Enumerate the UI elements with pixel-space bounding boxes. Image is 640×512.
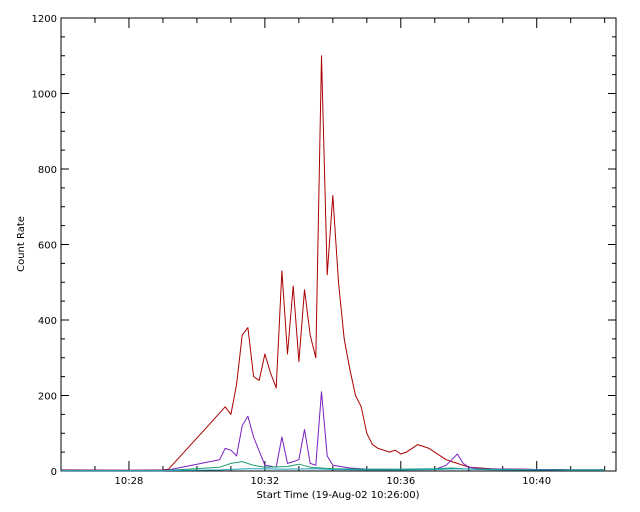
x-tick-label: 10:32 <box>250 476 279 487</box>
plot-frame <box>60 17 617 472</box>
y-tick-label: 1200 <box>32 14 57 25</box>
y-tick-label: 200 <box>38 392 57 403</box>
series-group <box>60 55 605 472</box>
series-line-2 <box>61 391 605 471</box>
x-axis-ticks: 10:28 10:32 10:36 10:40 <box>60 18 606 487</box>
series-line-4 <box>61 468 605 472</box>
y-axis-ticks: 0 200 400 600 800 1000 1200 <box>32 14 616 478</box>
y-tick-label: 1000 <box>32 90 57 101</box>
x-tick-label: 10:28 <box>115 476 144 487</box>
series-line-1 <box>60 55 605 471</box>
x-tick-label: 10:36 <box>386 476 415 487</box>
y-tick-label: 800 <box>38 165 57 176</box>
y-axis-label: Count Rate <box>16 216 27 272</box>
x-tick-label: 10:40 <box>522 476 551 487</box>
y-tick-label: 0 <box>51 467 57 478</box>
y-tick-label: 400 <box>38 316 57 327</box>
y-tick-label: 600 <box>38 241 57 252</box>
x-axis-label: Start Time (19-Aug-02 10:26:00) <box>256 490 419 501</box>
